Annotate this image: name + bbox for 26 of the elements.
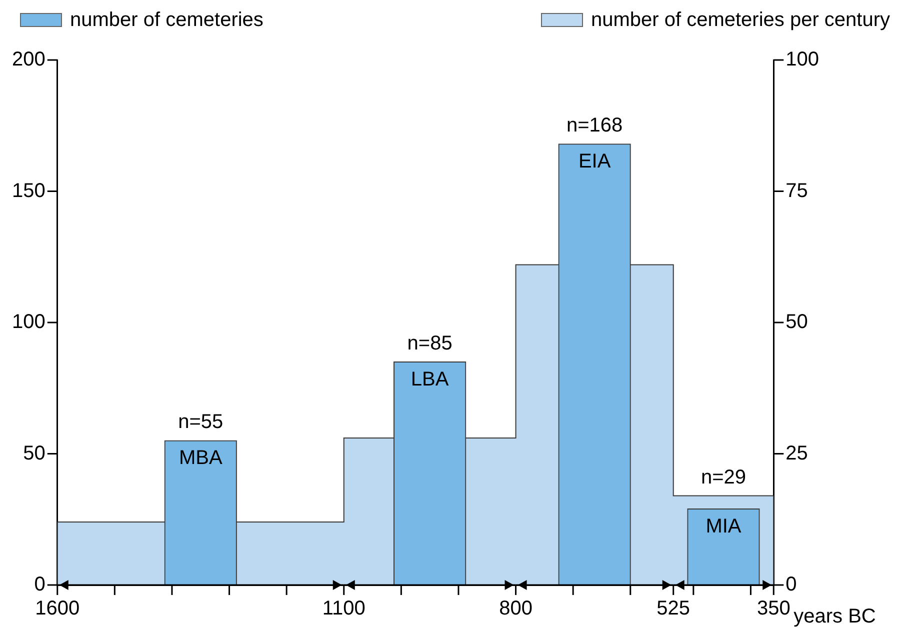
annotation: MBA <box>178 447 223 470</box>
y2-tick-label: 75 <box>786 180 808 202</box>
x-tick-label: 1600 <box>35 598 80 620</box>
x-tick-label: 525 <box>656 598 690 620</box>
y2-tick-label: 25 <box>786 442 808 464</box>
annotation: EIA <box>578 150 612 173</box>
x-axis-title: years BC <box>794 606 876 628</box>
y-tick-label: 100 <box>12 311 46 334</box>
x-tick-label: 1100 <box>322 598 366 620</box>
y-tick-label: 0 <box>34 574 46 596</box>
annotation: LBA <box>410 368 450 390</box>
data-label: n=168 <box>566 114 623 137</box>
y2-tick-label: 100 <box>786 48 820 71</box>
annotation: MIA <box>706 515 742 538</box>
y-tick-label: 200 <box>12 48 46 71</box>
y-tick-label: 150 <box>12 180 46 202</box>
data-label: n=29 <box>700 466 746 488</box>
legend-label: number of cemeteries <box>70 8 264 32</box>
y2-tick-label: 0 <box>786 574 797 596</box>
data-label: n=55 <box>178 411 224 434</box>
y-tick-label: 50 <box>23 442 46 464</box>
y2-tick-label: 50 <box>786 311 808 334</box>
legend-label: number of cemeteries per century <box>590 8 890 32</box>
x-tick-label: 800 <box>499 598 532 620</box>
data-label: n=85 <box>407 332 452 354</box>
x-tick-label: 350 <box>756 598 790 620</box>
